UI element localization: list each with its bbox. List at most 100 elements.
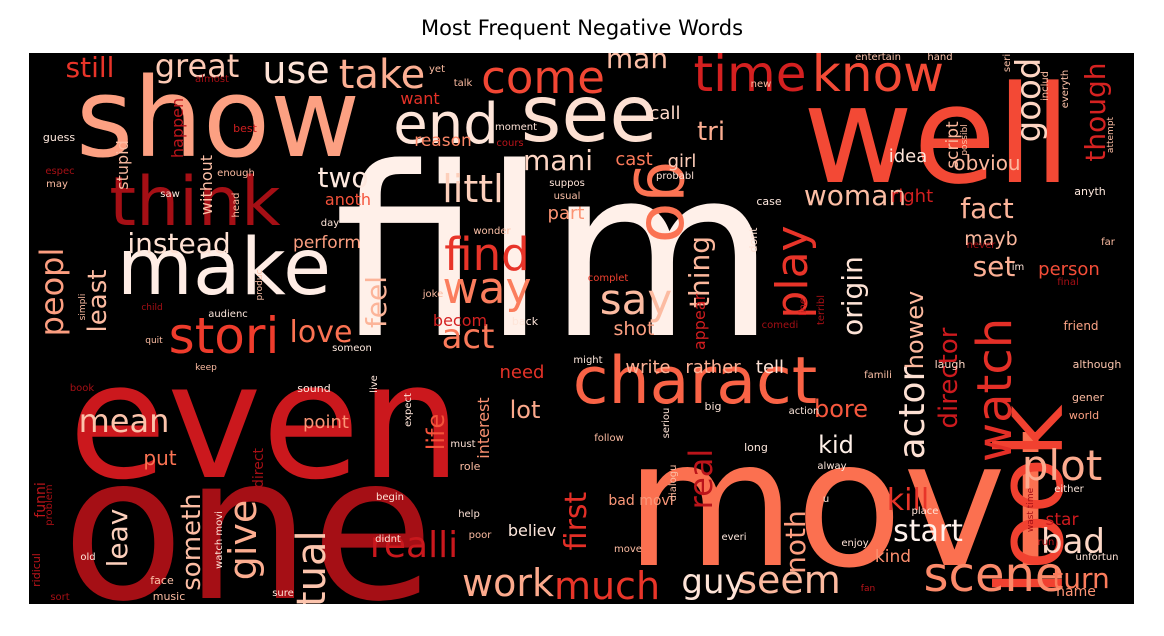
word-use: use — [262, 53, 329, 92]
word-put: put — [143, 446, 176, 470]
word-far: far — [1101, 237, 1116, 248]
word-may: may — [46, 179, 68, 190]
word-script: script — [943, 121, 963, 169]
word-way: way — [443, 263, 532, 314]
word-saw: saw — [160, 189, 180, 200]
word-gener: gener — [1072, 391, 1104, 404]
word-audienc: audienc — [208, 309, 248, 320]
word-anoth: anoth — [325, 190, 371, 209]
word-friend: friend — [1063, 319, 1098, 333]
word-real: real — [682, 449, 720, 510]
word-child: child — [141, 303, 162, 313]
word-point: point — [303, 412, 349, 433]
word-two: two — [317, 161, 368, 194]
word-big: big — [704, 400, 721, 413]
word-though: though — [1079, 62, 1112, 161]
word-laugh: laugh — [935, 358, 966, 371]
word-reason: reason — [414, 131, 472, 151]
word-bore: bore — [814, 395, 868, 423]
word-stupid: stupid — [113, 140, 132, 190]
word-turn: turn — [1052, 562, 1110, 595]
word-day: day — [321, 218, 339, 229]
word-idea: idea — [889, 146, 928, 167]
word-act: act — [442, 317, 495, 357]
word-might: might — [573, 355, 602, 366]
word-come: come — [481, 53, 605, 104]
word-sure: sure — [272, 588, 294, 599]
word-give: give — [221, 500, 265, 581]
word-long: long — [744, 441, 768, 454]
word-begin: begin — [376, 492, 404, 503]
word-dialogu: dialogu — [668, 465, 679, 502]
word-hand: hand — [927, 53, 952, 63]
word-almost: almost — [195, 74, 229, 85]
word-head: head — [231, 193, 242, 218]
word-espec: espec — [45, 166, 74, 177]
word-world: world — [1069, 409, 1099, 422]
word-simpli: simpli — [78, 294, 88, 321]
word-make: make — [117, 223, 331, 313]
word-charact: charact — [573, 344, 818, 419]
word-perform: perform — [293, 233, 361, 253]
word-alway: alway — [817, 461, 846, 472]
word-write: write — [625, 357, 670, 378]
word-face: face — [150, 574, 174, 587]
word-watch-movi: watch movi — [214, 511, 225, 569]
word-sort: sort — [50, 592, 69, 603]
word-funni: funni — [33, 482, 49, 517]
word-wonder: wonder — [473, 226, 511, 237]
word-life: life — [422, 414, 450, 451]
word-see: see — [521, 70, 658, 160]
word-least: least — [83, 270, 113, 333]
word-unfortun: unfortun — [1075, 552, 1118, 563]
word-first: first — [559, 491, 594, 550]
word-either: either — [1054, 484, 1084, 495]
word-great: great — [155, 53, 240, 85]
word-role: role — [460, 460, 481, 473]
word-old: old — [80, 552, 95, 563]
word-plot: plot — [1022, 441, 1103, 490]
word-find: find — [444, 228, 529, 281]
word-part: part — [548, 203, 585, 224]
word-quit: quit — [145, 336, 163, 346]
word-suppos: suppos — [549, 178, 585, 189]
word-enough: enough — [217, 168, 255, 179]
word-feel: feel — [360, 276, 393, 328]
word-famili: famili — [864, 370, 892, 381]
word-take: take — [339, 53, 426, 98]
word-woman: woman — [804, 179, 906, 212]
word-cloud: film movi one even show well look make see charac… — [29, 53, 1134, 604]
word-guess: guess — [43, 131, 75, 144]
word-kind: kind — [875, 547, 911, 567]
word-right: right — [891, 186, 933, 207]
word-rather: rather — [685, 357, 741, 378]
word-mayb: mayb — [964, 228, 1017, 250]
word-start: start — [893, 514, 963, 549]
word-joke: joke — [422, 289, 443, 300]
word-attempt: attempt — [1106, 116, 1116, 153]
word-move: move — [614, 544, 642, 555]
word-action: action — [789, 406, 820, 417]
word-actual: actual — [289, 530, 335, 604]
word-everyth: everyth — [1060, 70, 1071, 109]
word-line: line — [798, 298, 809, 316]
word-comedi: comedi — [762, 320, 799, 331]
word-moment: moment — [495, 122, 537, 133]
word-watch: watch — [967, 318, 1023, 462]
chart-title: Most Frequent Negative Words — [420, 16, 744, 40]
word-place: place — [912, 506, 939, 517]
word-director: director — [934, 327, 964, 428]
word-end: end — [393, 92, 499, 157]
word-final: final — [1057, 277, 1079, 288]
word-star: star — [1046, 510, 1079, 530]
word-must: must — [450, 439, 475, 450]
word-didnt: didnt — [375, 534, 401, 545]
word-poor: poor — [469, 530, 493, 541]
word-expect: expect — [403, 393, 414, 427]
word-everi: everi — [721, 532, 746, 543]
word-stori: stori — [169, 307, 280, 365]
word-possibl: possibl — [960, 124, 970, 155]
word-look: look — [977, 404, 1084, 596]
word-time: time — [694, 53, 807, 103]
